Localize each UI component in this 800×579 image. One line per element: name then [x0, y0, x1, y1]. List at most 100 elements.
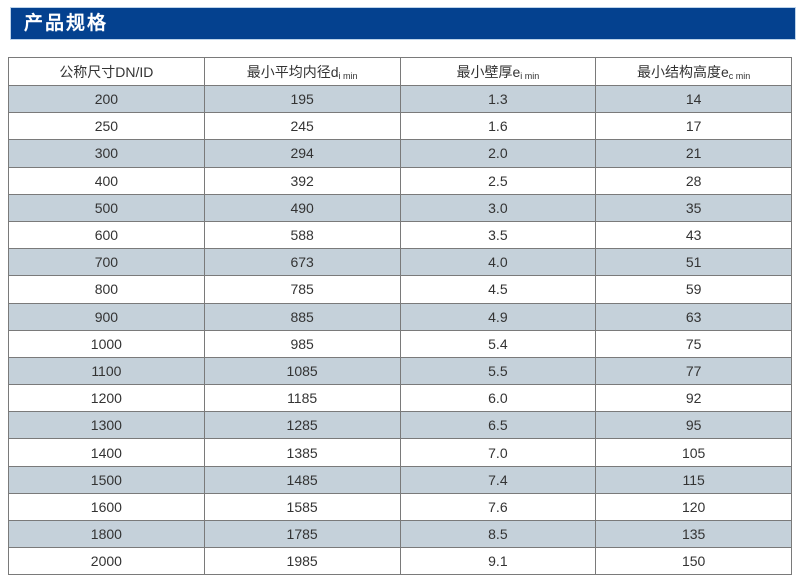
table-cell: 3.5 [399, 220, 597, 250]
table-row: 300 294 2.0 21 [8, 139, 792, 168]
table-cell: 195 [203, 84, 401, 114]
table-cell: 200 [8, 84, 205, 114]
table-cell: 95 [595, 411, 792, 440]
table-cell: 51 [595, 248, 792, 277]
table-cell: 1785 [203, 519, 401, 549]
table-cell: 294 [203, 139, 401, 168]
table-cell: 21 [595, 139, 792, 168]
table-cell: 1300 [8, 411, 205, 440]
table-cell: 6.5 [399, 411, 597, 440]
table-cell: 250 [8, 112, 205, 141]
table-cell: 1485 [203, 465, 401, 494]
table-cell: 1500 [8, 465, 205, 494]
column-symbol: d [330, 63, 339, 80]
table-cell: 1400 [8, 438, 205, 467]
column-label: 公称尺寸DN/ID [59, 63, 154, 80]
table-cell: 6.0 [399, 384, 597, 413]
table-row: 800 785 4.5 59 [8, 275, 792, 304]
table-cell: 105 [595, 438, 792, 467]
table-cell: 115 [595, 465, 792, 494]
table-cell: 92 [595, 384, 792, 413]
section-title: 产品规格 [24, 13, 109, 34]
table-cell: 1100 [8, 356, 205, 386]
table-cell: 7.4 [399, 465, 597, 494]
section-title-bar: 产品规格 [10, 7, 796, 40]
table-cell: 1585 [203, 492, 401, 522]
table-cell: 785 [203, 275, 401, 304]
table-row: 700 673 4.0 51 [8, 248, 792, 277]
table-cell: 392 [203, 166, 401, 195]
table-row: 200 195 1.3 14 [8, 84, 792, 114]
table-row: 1100 1085 5.5 77 [8, 356, 792, 386]
table-cell: 5.4 [399, 329, 597, 358]
table-cell: 700 [8, 248, 205, 277]
column-header-3: 最小结构高度ec min [595, 57, 792, 86]
table-cell: 150 [595, 547, 792, 576]
table-cell: 600 [8, 220, 205, 250]
table-cell: 3.0 [399, 193, 597, 222]
table-row: 1600 1585 7.6 120 [8, 492, 792, 522]
table-row: 500 490 3.0 35 [8, 193, 792, 222]
spec-table: 公称尺寸DN/ID 最小平均内径di min 最小壁厚ei min 最小结构高度ec … [8, 57, 792, 576]
table-row: 1500 1485 7.4 115 [8, 465, 792, 494]
table-cell: 75 [595, 329, 792, 358]
table-cell: 1800 [8, 519, 205, 549]
table-cell: 5.5 [399, 356, 597, 386]
table-cell: 2.5 [399, 166, 597, 195]
column-header-1: 最小平均内径di min [203, 57, 401, 86]
table-row: 600 588 3.5 43 [8, 220, 792, 250]
column-subscript: i min [338, 70, 358, 81]
table-row: 1400 1385 7.0 105 [8, 438, 792, 467]
table-cell: 4.0 [399, 248, 597, 277]
table-cell: 500 [8, 193, 205, 222]
table-cell: 400 [8, 166, 205, 195]
table-row: 1300 1285 6.5 95 [8, 411, 792, 440]
table-row: 1800 1785 8.5 135 [8, 519, 792, 549]
column-subscript: i min [520, 70, 540, 81]
table-cell: 2000 [8, 547, 205, 576]
table-cell: 1385 [203, 438, 401, 467]
table-cell: 7.0 [399, 438, 597, 467]
table-row: 1000 985 5.4 75 [8, 329, 792, 358]
table-cell: 7.6 [399, 492, 597, 522]
table-cell: 1200 [8, 384, 205, 413]
table-cell: 43 [595, 220, 792, 250]
table-row: 1200 1185 6.0 92 [8, 384, 792, 413]
column-label: 最小壁厚 [456, 63, 513, 80]
table-cell: 1.3 [399, 84, 597, 114]
table-cell: 14 [595, 84, 792, 114]
table-cell: 1.6 [399, 112, 597, 141]
spec-table-body: 200 195 1.3 14 250 245 1.6 17 300 294 2.0 21 400 392 2… [8, 84, 792, 576]
header-row: 公称尺寸DN/ID 最小平均内径di min 最小壁厚ei min 最小结构高度ec … [8, 57, 792, 86]
table-cell: 800 [8, 275, 205, 304]
table-cell: 135 [595, 519, 792, 549]
table-cell: 1085 [203, 356, 401, 386]
table-cell: 35 [595, 193, 792, 222]
table-cell: 1185 [203, 384, 401, 413]
spec-table-head: 公称尺寸DN/ID 最小平均内径di min 最小壁厚ei min 最小结构高度ec … [8, 57, 792, 86]
table-cell: 4.5 [399, 275, 597, 304]
table-cell: 120 [595, 492, 792, 522]
column-header-2: 最小壁厚ei min [399, 57, 597, 86]
table-cell: 588 [203, 220, 401, 250]
table-cell: 77 [595, 356, 792, 386]
table-cell: 2.0 [399, 139, 597, 168]
table-cell: 8.5 [399, 519, 597, 549]
table-cell: 673 [203, 248, 401, 277]
table-row: 250 245 1.6 17 [8, 112, 792, 141]
table-cell: 1285 [203, 411, 401, 440]
table-cell: 900 [8, 302, 205, 331]
table-cell: 245 [203, 112, 401, 141]
table-cell: 985 [203, 329, 401, 358]
table-cell: 28 [595, 166, 792, 195]
table-cell: 9.1 [399, 547, 597, 576]
table-row: 400 392 2.5 28 [8, 166, 792, 195]
table-cell: 63 [595, 302, 792, 331]
table-cell: 4.9 [399, 302, 597, 331]
table-row: 2000 1985 9.1 150 [8, 547, 792, 576]
table-cell: 17 [595, 112, 792, 141]
column-symbol: e [512, 63, 521, 80]
column-symbol: e [720, 63, 729, 80]
table-cell: 490 [203, 193, 401, 222]
